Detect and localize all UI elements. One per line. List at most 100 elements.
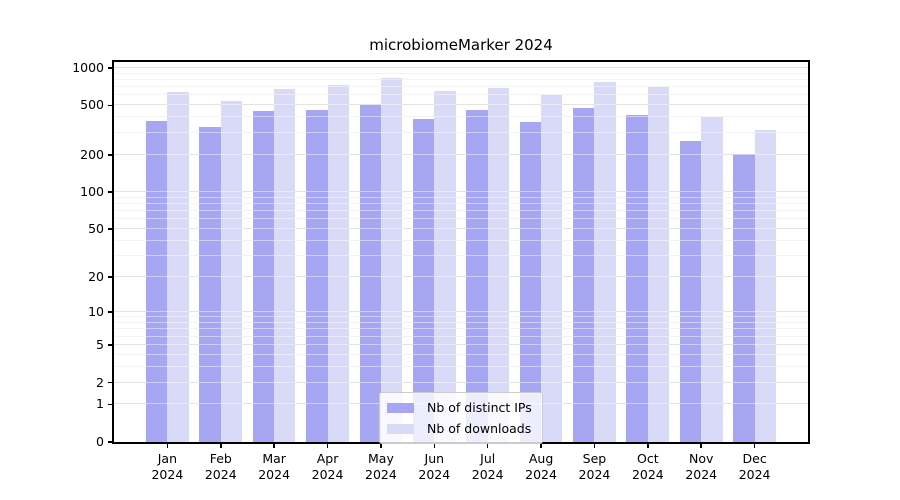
minor-gridline-overlay bbox=[114, 239, 808, 241]
bar-downloads bbox=[434, 90, 456, 442]
major-gridline-overlay bbox=[114, 311, 808, 313]
y-tick-mark bbox=[108, 381, 112, 384]
y-tick-label: 50 bbox=[88, 221, 104, 237]
grid-overlay-layer bbox=[114, 62, 808, 442]
bar-distinct-ips bbox=[252, 111, 275, 442]
major-gridline-overlay bbox=[114, 276, 808, 278]
minor-gridline bbox=[114, 353, 808, 355]
major-gridline bbox=[114, 311, 808, 313]
major-gridline bbox=[114, 228, 808, 230]
bar-distinct-ips bbox=[573, 107, 595, 442]
legend: Nb of distinct IPs Nb of downloads bbox=[379, 392, 543, 444]
x-tick-label-year: 2024 bbox=[258, 466, 291, 482]
x-tick-mark bbox=[647, 444, 649, 448]
x-tick-label-year: 2024 bbox=[631, 466, 664, 482]
bar-downloads bbox=[380, 78, 403, 442]
major-gridline bbox=[114, 153, 808, 155]
x-tick-label: Aug 2024 bbox=[509, 451, 573, 482]
x-tick-mark bbox=[273, 444, 275, 448]
x-tick-label-month: May bbox=[368, 451, 394, 466]
major-gridline bbox=[114, 343, 808, 345]
x-tick-label: Dec 2024 bbox=[723, 451, 787, 482]
y-tick-mark bbox=[108, 153, 112, 156]
minor-gridline bbox=[114, 196, 808, 198]
y-tick-label: 5 bbox=[96, 336, 104, 352]
major-gridline bbox=[114, 66, 808, 68]
minor-gridline-overlay bbox=[114, 131, 808, 133]
x-tick-label: Oct 2024 bbox=[616, 451, 680, 482]
bars-layer bbox=[114, 62, 808, 442]
y-tick-mark bbox=[108, 104, 112, 107]
x-tick-mark bbox=[753, 444, 756, 448]
bar-downloads bbox=[487, 87, 510, 442]
bar-downloads bbox=[327, 84, 349, 442]
minor-gridline-overlay bbox=[114, 203, 808, 205]
minor-gridline-overlay bbox=[114, 328, 808, 330]
minor-gridline bbox=[114, 116, 808, 118]
major-gridline-overlay bbox=[114, 66, 808, 68]
bar-distinct-ips bbox=[306, 109, 328, 442]
x-tick-label-year: 2024 bbox=[578, 466, 611, 482]
y-tick-label: 1 bbox=[96, 396, 104, 412]
x-tick-label: Mar 2024 bbox=[242, 451, 306, 482]
x-tick-label-month: Mar bbox=[262, 451, 286, 466]
minor-gridline bbox=[114, 328, 808, 330]
y-tick-mark bbox=[108, 344, 112, 346]
legend-row: Nb of downloads bbox=[387, 418, 532, 439]
x-tick-label-month: Sep bbox=[582, 451, 607, 466]
major-gridline-overlay bbox=[114, 191, 808, 193]
x-tick-label-year: 2024 bbox=[204, 466, 237, 482]
x-tick-label-month: Jun bbox=[424, 451, 445, 466]
major-gridline bbox=[114, 191, 808, 193]
bar-distinct-ips bbox=[199, 126, 221, 442]
x-tick-label: Sep 2024 bbox=[562, 451, 626, 482]
major-gridline-overlay bbox=[114, 343, 808, 345]
bar-distinct-ips bbox=[146, 121, 168, 442]
x-tick-label: Jan 2024 bbox=[135, 451, 199, 482]
x-tick-label: Nov 2024 bbox=[669, 451, 733, 482]
minor-gridline-overlay bbox=[114, 210, 808, 212]
minor-gridline-overlay bbox=[114, 322, 808, 324]
minor-gridline-overlay bbox=[114, 86, 808, 88]
bar-downloads bbox=[754, 129, 776, 442]
major-gridline-overlay bbox=[114, 228, 808, 230]
x-tick-mark bbox=[700, 444, 703, 448]
y-tick-label: 500 bbox=[80, 97, 104, 113]
y-tick-mark bbox=[108, 403, 112, 406]
legend-label: Nb of distinct IPs bbox=[427, 400, 532, 415]
minor-gridline-overlay bbox=[114, 335, 808, 337]
x-tick-label: Feb 2024 bbox=[189, 451, 253, 482]
x-tick-label: Apr 2024 bbox=[296, 451, 360, 482]
bar-distinct-ips bbox=[733, 153, 755, 442]
bar-distinct-ips bbox=[359, 105, 381, 442]
minor-gridline-overlay bbox=[114, 255, 808, 257]
minor-gridline-overlay bbox=[114, 72, 808, 74]
bar-downloads bbox=[647, 86, 670, 442]
x-tick-mark bbox=[486, 444, 489, 448]
x-tick-label-month: Jul bbox=[480, 451, 496, 466]
y-tick-label: 10 bbox=[88, 304, 104, 320]
y-tick-label: 1000 bbox=[72, 59, 104, 75]
y-tick-mark bbox=[108, 311, 112, 313]
bar-downloads bbox=[594, 81, 616, 442]
x-tick-label-year: 2024 bbox=[471, 466, 504, 482]
x-tick-mark bbox=[326, 444, 329, 448]
x-tick-label-year: 2024 bbox=[418, 466, 451, 482]
bar-downloads bbox=[220, 101, 243, 442]
minor-gridline bbox=[114, 78, 808, 80]
minor-gridline bbox=[114, 218, 808, 220]
x-tick-label-month: Apr bbox=[316, 451, 339, 466]
minor-gridline-overlay bbox=[114, 116, 808, 118]
chart-title: microbiomeMarker 2024 bbox=[369, 36, 553, 54]
minor-gridline-overlay bbox=[114, 218, 808, 220]
major-gridline-overlay bbox=[114, 153, 808, 155]
minor-gridline bbox=[114, 203, 808, 205]
minor-gridline bbox=[114, 365, 808, 367]
x-tick-label-month: Aug bbox=[528, 451, 554, 466]
x-tick-label-year: 2024 bbox=[685, 466, 718, 482]
x-tick-label: Jul 2024 bbox=[456, 451, 520, 482]
legend-swatch-distinct-ips bbox=[387, 402, 414, 413]
y-tick-label: 0 bbox=[96, 434, 104, 449]
major-gridline-overlay bbox=[114, 104, 808, 106]
